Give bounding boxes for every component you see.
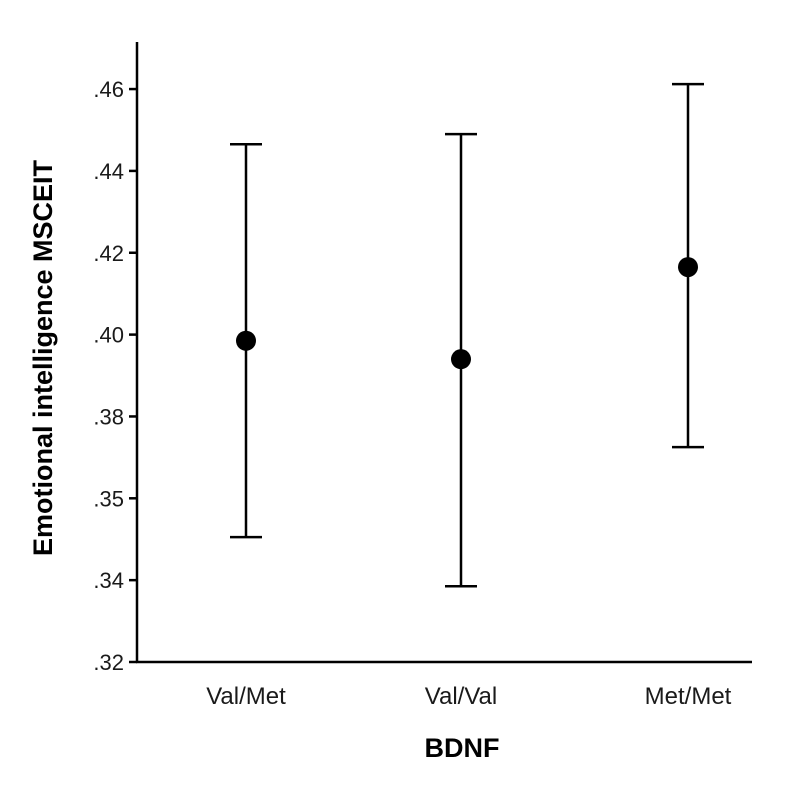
plot-area — [230, 82, 704, 588]
error-bar-group — [230, 143, 262, 539]
y-tick-label: .34 — [93, 568, 124, 593]
x-tick-label: Val/Val — [425, 683, 497, 710]
y-tick-label: .46 — [93, 77, 124, 102]
data-point — [236, 330, 256, 351]
y-axis: .32 .34 .35 .38 .40 .42 .44 .46 — [93, 42, 139, 675]
y-tick-label: .35 — [93, 486, 124, 511]
x-tick-label: Val/Met — [206, 683, 286, 710]
y-tick-label: .40 — [93, 323, 124, 348]
y-tick-label: .38 — [93, 404, 124, 429]
x-axis-title: BDNF — [425, 733, 500, 763]
x-tick-label: Met/Met — [645, 683, 732, 710]
error-bar-group — [445, 132, 477, 588]
data-point — [451, 349, 471, 370]
y-tick-label: .42 — [93, 241, 124, 266]
y-axis-title: Emotional intelligence MSCEIT — [28, 159, 58, 556]
error-bar-group — [672, 82, 704, 449]
y-tick-label: .32 — [93, 650, 124, 675]
x-axis: Val/Met Val/Val Met/Met — [136, 660, 752, 710]
y-tick-label: .44 — [93, 159, 124, 184]
data-point — [678, 257, 698, 278]
